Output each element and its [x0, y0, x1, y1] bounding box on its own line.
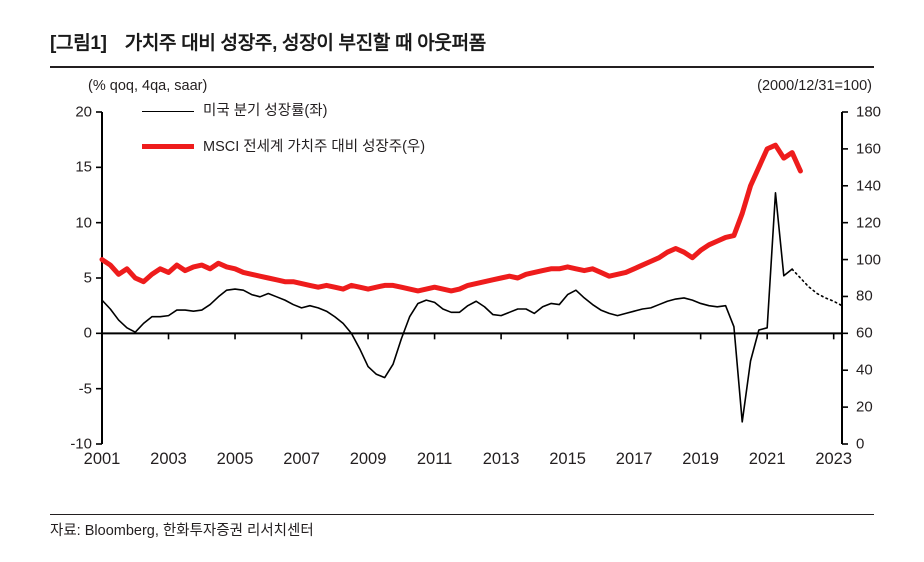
series-line-1	[791, 268, 843, 307]
x-axis-tick-label: 2019	[682, 450, 719, 468]
left-axis-tick-label: -10	[70, 435, 92, 453]
x-axis-tick-label: 2001	[83, 450, 121, 468]
left-axis-tick-label: -5	[78, 380, 92, 398]
figure-title: [그림1] 가치주 대비 성장주, 성장이 부진할 때 아웃퍼폼	[40, 0, 884, 55]
right-axis-ticks: 180 160 140 120 100 80 60 40 20 0	[856, 96, 896, 468]
chart-canvas	[96, 111, 848, 445]
plot-area: 20 15 10 5 0 -5 -10 180 160 140 120 100 80 60 40 20 0 2…	[50, 96, 896, 469]
left-axis-tick-label: 20	[75, 103, 92, 121]
right-axis-tick-label: 0	[856, 435, 865, 453]
right-axis-tick-label: 60	[856, 324, 873, 342]
right-axis-tick-label: 140	[856, 177, 882, 195]
x-axis-tick-label: 2015	[549, 450, 586, 468]
figure-tag: [그림1]	[50, 33, 107, 54]
right-axis-tick-label: 160	[856, 140, 882, 158]
right-axis-tick-label: 80	[856, 287, 873, 305]
units-row: (% qoq, 4qa, saar) (2000/12/31=100)	[40, 68, 884, 94]
right-axis-tick-label: 100	[856, 251, 882, 269]
title-divider	[50, 66, 874, 68]
x-axis-tick-label: 2023	[815, 450, 853, 468]
x-axis-tick-label: 2011	[416, 450, 453, 468]
series-line-2	[99, 142, 803, 294]
x-axis-tick-label: 2013	[482, 450, 520, 468]
x-axis-ticks: 2001 2003 2005 2007 2009 2011 2013 2015 2017 2019…	[50, 450, 894, 474]
x-axis-tick-label: 2017	[615, 450, 653, 468]
figure-title-text: 가치주 대비 성장주, 성장이 부진할 때 아웃퍼폼	[124, 33, 487, 54]
left-axis-unit: (% qoq, 4qa, saar)	[88, 78, 208, 94]
footer-divider	[50, 514, 874, 515]
x-axis-tick-label: 2007	[283, 450, 320, 468]
x-axis-tick-label: 2003	[150, 450, 187, 468]
right-axis-tick-label: 40	[856, 361, 873, 379]
source-note: 자료: Bloomberg, 한화투자증권 리서치센터	[50, 523, 314, 539]
right-axis-tick-label: 120	[856, 214, 882, 232]
right-axis-tick-label: 20	[856, 398, 873, 416]
left-axis-tick-label: 0	[83, 324, 92, 342]
left-axis-tick-label: 15	[75, 158, 92, 176]
x-axis-tick-label: 2005	[216, 450, 254, 468]
left-axis-ticks: 20 15 10 5 0 -5 -10	[50, 96, 92, 468]
left-axis-tick-label: 10	[75, 214, 92, 232]
left-axis-tick-label: 5	[83, 269, 92, 287]
right-axis-unit: (2000/12/31=100)	[757, 78, 872, 94]
series-line-0	[101, 191, 793, 423]
x-axis-tick-label: 2009	[349, 450, 387, 468]
x-axis-tick-label: 2021	[748, 450, 786, 468]
right-axis-tick-label: 180	[856, 103, 882, 121]
